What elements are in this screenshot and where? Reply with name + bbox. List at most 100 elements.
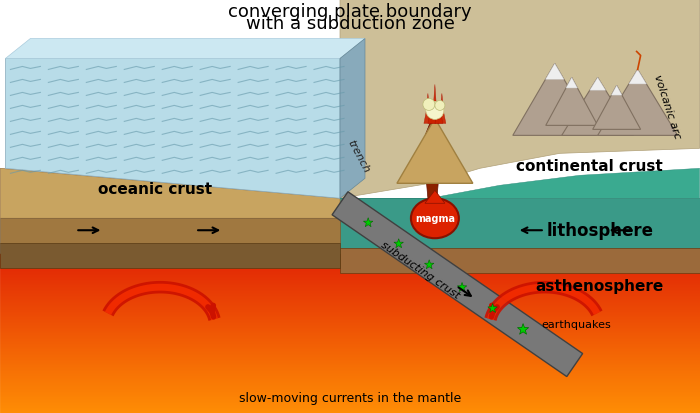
Polygon shape	[1, 392, 699, 393]
Polygon shape	[1, 313, 699, 314]
Text: converging plate boundary: converging plate boundary	[228, 2, 472, 21]
Polygon shape	[1, 384, 699, 385]
Polygon shape	[1, 356, 699, 357]
Polygon shape	[1, 380, 699, 381]
Polygon shape	[1, 381, 699, 382]
Polygon shape	[1, 259, 699, 261]
Polygon shape	[1, 340, 699, 341]
Polygon shape	[1, 386, 699, 387]
Polygon shape	[629, 70, 646, 85]
Polygon shape	[1, 328, 699, 329]
Polygon shape	[1, 326, 699, 328]
Polygon shape	[1, 383, 699, 384]
Polygon shape	[517, 324, 528, 335]
Polygon shape	[1, 410, 699, 411]
Polygon shape	[1, 375, 699, 376]
Polygon shape	[1, 401, 699, 402]
Polygon shape	[1, 261, 699, 263]
Polygon shape	[1, 283, 699, 285]
Polygon shape	[546, 78, 598, 126]
Polygon shape	[1, 355, 699, 356]
Polygon shape	[1, 394, 699, 395]
Polygon shape	[1, 294, 699, 295]
Polygon shape	[1, 343, 699, 344]
Polygon shape	[1, 300, 699, 301]
Circle shape	[423, 99, 435, 111]
Polygon shape	[1, 331, 699, 332]
Polygon shape	[1, 304, 699, 305]
Polygon shape	[1, 366, 699, 367]
Polygon shape	[1, 320, 699, 321]
Polygon shape	[1, 362, 699, 363]
Polygon shape	[1, 398, 699, 399]
Ellipse shape	[411, 199, 459, 239]
Polygon shape	[1, 358, 699, 359]
Polygon shape	[1, 393, 699, 394]
Polygon shape	[1, 402, 699, 403]
Polygon shape	[1, 399, 699, 400]
Polygon shape	[1, 273, 699, 275]
Polygon shape	[1, 352, 699, 353]
Polygon shape	[1, 411, 699, 412]
Polygon shape	[1, 334, 699, 335]
Text: asthenosphere: asthenosphere	[536, 278, 664, 293]
Circle shape	[426, 102, 444, 120]
Polygon shape	[1, 374, 699, 375]
Polygon shape	[1, 348, 699, 349]
Polygon shape	[1, 365, 699, 366]
Polygon shape	[1, 339, 699, 340]
Polygon shape	[425, 191, 445, 204]
Polygon shape	[566, 78, 578, 89]
Polygon shape	[1, 350, 699, 351]
Polygon shape	[1, 391, 699, 392]
Polygon shape	[1, 409, 699, 410]
Text: earthquakes: earthquakes	[541, 320, 611, 330]
Polygon shape	[435, 103, 443, 124]
Polygon shape	[1, 372, 699, 373]
Polygon shape	[1, 280, 699, 282]
Polygon shape	[1, 277, 699, 278]
Polygon shape	[545, 64, 564, 80]
Polygon shape	[1, 347, 699, 348]
Polygon shape	[1, 360, 699, 361]
Polygon shape	[1, 335, 699, 336]
Polygon shape	[1, 351, 699, 352]
Polygon shape	[394, 239, 403, 248]
Polygon shape	[1, 342, 699, 343]
Polygon shape	[340, 249, 699, 273]
Polygon shape	[1, 307, 699, 309]
Polygon shape	[1, 275, 699, 277]
Polygon shape	[1, 395, 699, 396]
Polygon shape	[1, 244, 340, 268]
Polygon shape	[6, 59, 340, 199]
Polygon shape	[1, 287, 699, 288]
Polygon shape	[1, 258, 699, 259]
Polygon shape	[1, 345, 699, 346]
Text: lithosphere: lithosphere	[546, 222, 653, 240]
Polygon shape	[1, 278, 699, 280]
Polygon shape	[1, 332, 699, 333]
Polygon shape	[397, 119, 473, 184]
Polygon shape	[1, 357, 699, 358]
Polygon shape	[1, 337, 699, 338]
Polygon shape	[1, 329, 699, 330]
Polygon shape	[1, 263, 699, 265]
Polygon shape	[1, 385, 699, 386]
Polygon shape	[1, 295, 699, 297]
Polygon shape	[1, 219, 340, 244]
Polygon shape	[561, 78, 634, 136]
Circle shape	[435, 101, 445, 111]
Polygon shape	[590, 78, 606, 91]
Polygon shape	[593, 86, 640, 130]
Text: trench: trench	[345, 138, 371, 174]
Polygon shape	[340, 39, 365, 199]
Polygon shape	[1, 367, 699, 368]
Polygon shape	[1, 319, 699, 320]
Polygon shape	[1, 406, 699, 407]
Polygon shape	[1, 169, 340, 219]
Polygon shape	[1, 404, 699, 405]
Polygon shape	[1, 368, 699, 369]
Polygon shape	[1, 396, 699, 397]
Text: with a subduction zone: with a subduction zone	[246, 14, 454, 33]
Polygon shape	[1, 324, 699, 325]
